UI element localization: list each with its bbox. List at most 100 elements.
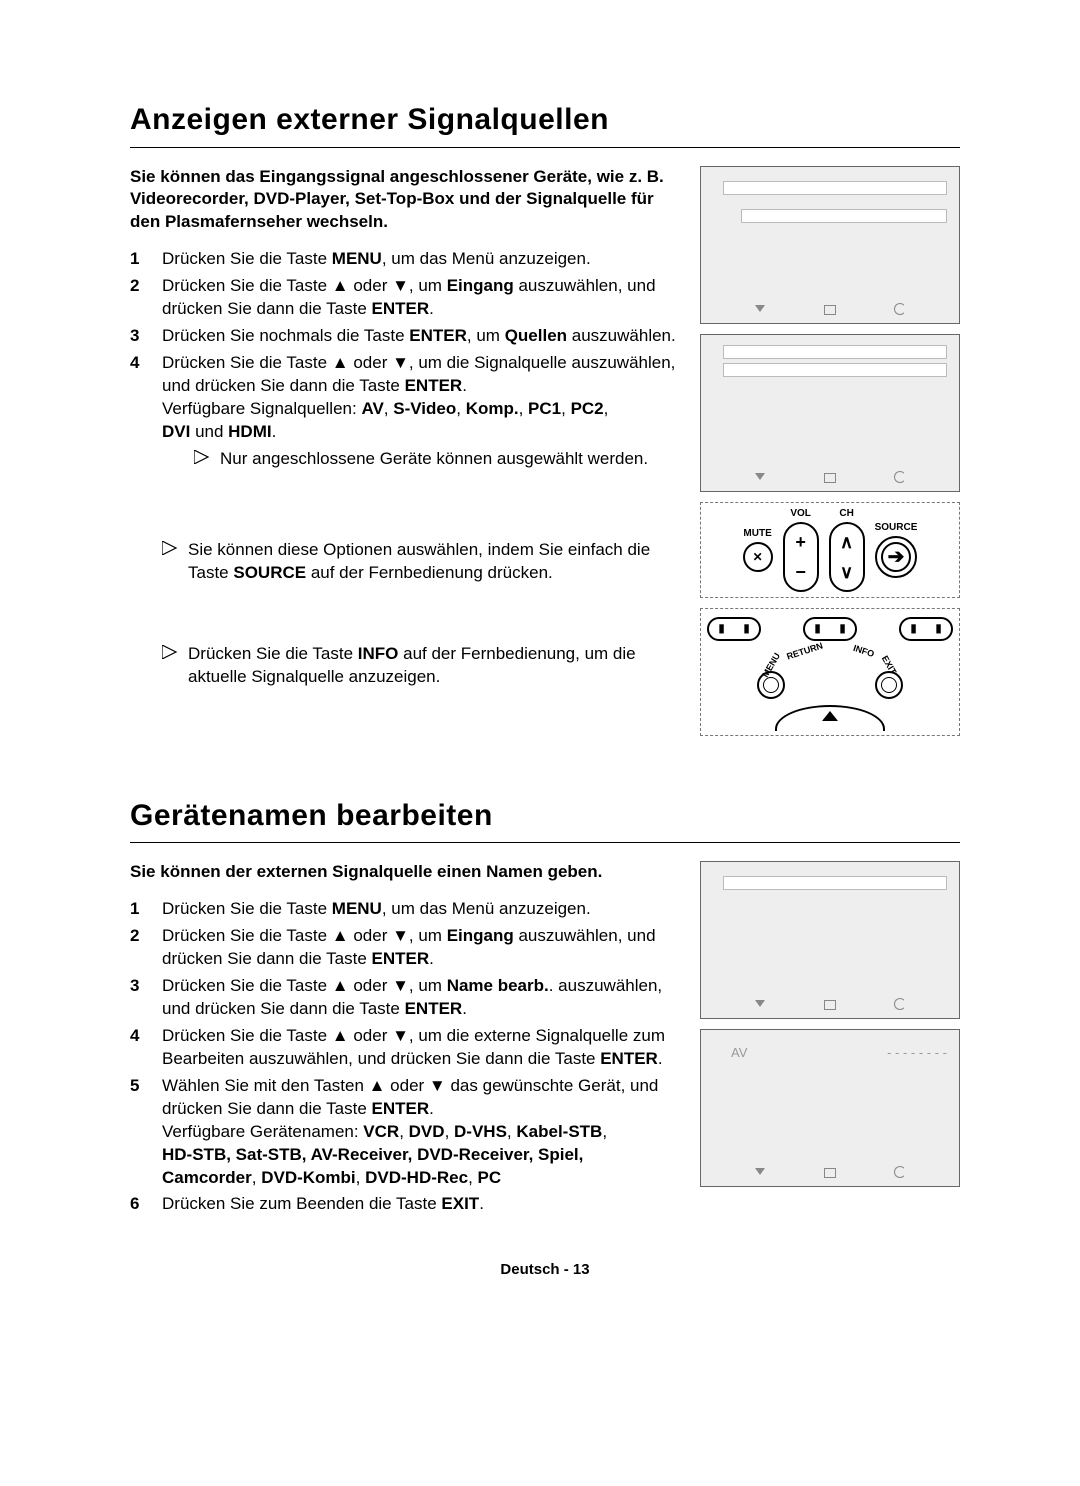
dpad bbox=[775, 705, 885, 731]
t: Drücken Sie die Taste ▲ oder ▼, um die e… bbox=[162, 1026, 665, 1068]
note-text: Nur angeschlossene Geräte können ausgewä… bbox=[220, 448, 648, 471]
t: Komp. bbox=[466, 399, 519, 418]
up-icon: ∧ bbox=[840, 530, 853, 554]
note-text: Sie können diese Optionen auswählen, ind… bbox=[188, 539, 678, 585]
t: ENTER bbox=[372, 299, 430, 318]
t: auszuwählen. bbox=[567, 326, 676, 345]
footer-lang: Deutsch - bbox=[500, 1261, 573, 1278]
t: S-Video bbox=[393, 399, 456, 418]
return-icon bbox=[892, 471, 908, 485]
note-arrow-icon bbox=[194, 450, 212, 464]
menu-row bbox=[723, 345, 947, 359]
t: Drücken Sie die Taste bbox=[162, 899, 332, 918]
menu-row bbox=[723, 876, 947, 890]
menu-row bbox=[741, 209, 947, 223]
t: , bbox=[604, 399, 609, 418]
t: . bbox=[462, 376, 467, 395]
t: . bbox=[272, 422, 277, 441]
source-label: SOURCE bbox=[875, 521, 918, 535]
t: ENTER bbox=[372, 949, 430, 968]
document-page: Anzeigen externer Signalquellen Sie könn… bbox=[0, 0, 1080, 1341]
t: DVD-HD-Rec bbox=[365, 1168, 468, 1187]
dash-label: - - - - - - - - bbox=[887, 1044, 947, 1062]
t: Drücken Sie nochmals die Taste bbox=[162, 326, 409, 345]
section1-steps: 1 Drücken Sie die Taste MENU, um das Men… bbox=[130, 248, 678, 474]
enter-icon bbox=[822, 998, 838, 1012]
t: , bbox=[468, 1168, 477, 1187]
section2-row: Sie können der externen Signalquelle ein… bbox=[130, 861, 960, 1220]
section2-images: AV - - - - - - - - bbox=[700, 861, 960, 1220]
t: und bbox=[190, 422, 228, 441]
t: auf der Fernbedienung drücken. bbox=[306, 563, 553, 582]
t: , bbox=[507, 1122, 516, 1141]
t: Drücken Sie die Taste bbox=[188, 644, 358, 663]
step-num: 2 bbox=[130, 275, 162, 321]
t: Eingang bbox=[447, 926, 514, 945]
step-body: Wählen Sie mit den Tasten ▲ oder ▼ das g… bbox=[162, 1075, 678, 1190]
step-body: Drücken Sie die Taste ▲ oder ▼, um die e… bbox=[162, 1025, 678, 1071]
t: Drücken Sie die Taste ▲ oder ▼, um bbox=[162, 276, 447, 295]
t: Drücken Sie zum Beenden die Taste bbox=[162, 1194, 441, 1213]
t: ENTER bbox=[405, 999, 463, 1018]
section1-text: Sie können das Eingangssignal angeschlos… bbox=[130, 166, 678, 736]
t: . bbox=[658, 1049, 663, 1068]
t: . bbox=[429, 949, 434, 968]
t: DVI bbox=[162, 422, 190, 441]
remote-nav-panel: ▮▮ ▮▮ ▮▮ RETURN INFO MENU EXIT bbox=[700, 608, 960, 736]
oval-button: ▮▮ bbox=[707, 617, 761, 641]
note: Sie können diese Optionen auswählen, ind… bbox=[130, 539, 678, 585]
t: ENTER bbox=[405, 376, 463, 395]
channel-rocker: ∧∨ bbox=[829, 522, 865, 592]
source-button: ➔ bbox=[875, 536, 917, 578]
menu-row bbox=[723, 181, 947, 195]
return-icon bbox=[892, 1166, 908, 1180]
menu-iconbar bbox=[701, 992, 959, 1018]
t: ENTER bbox=[600, 1049, 658, 1068]
t: , bbox=[561, 399, 570, 418]
footer-page: 13 bbox=[573, 1261, 590, 1278]
return-icon bbox=[892, 998, 908, 1012]
t: , bbox=[356, 1168, 365, 1187]
t: , bbox=[384, 399, 393, 418]
t: , bbox=[445, 1122, 454, 1141]
step-num: 3 bbox=[130, 325, 162, 348]
step-body: Drücken Sie die Taste MENU, um das Menü … bbox=[162, 248, 678, 271]
t: EXIT bbox=[441, 1194, 479, 1213]
t: , bbox=[602, 1122, 607, 1141]
minus-icon: − bbox=[795, 560, 806, 584]
t: , bbox=[252, 1168, 261, 1187]
t: INFO bbox=[358, 644, 399, 663]
t: , bbox=[456, 399, 465, 418]
menu-screenshot bbox=[700, 861, 960, 1019]
t: ENTER bbox=[372, 1099, 430, 1118]
t: Drücken Sie die Taste ▲ oder ▼, um bbox=[162, 926, 447, 945]
step-num: 5 bbox=[130, 1075, 162, 1190]
t: DVD bbox=[409, 1122, 445, 1141]
step-num: 6 bbox=[130, 1193, 162, 1216]
move-icon bbox=[752, 471, 768, 485]
step-body: Drücken Sie nochmals die Taste ENTER, um… bbox=[162, 325, 678, 348]
section1-intro: Sie können das Eingangssignal angeschlos… bbox=[130, 166, 678, 235]
return-icon bbox=[892, 303, 908, 317]
note-text: Drücken Sie die Taste INFO auf der Fernb… bbox=[188, 643, 678, 689]
section2-intro: Sie können der externen Signalquelle ein… bbox=[130, 861, 678, 884]
oval-button: ▮▮ bbox=[803, 617, 857, 641]
t: , bbox=[519, 399, 528, 418]
remote-source-panel: MUTE ✕ VOL +− CH ∧∨ SOURCE ➔ bbox=[700, 502, 960, 598]
menu-iconbar bbox=[701, 465, 959, 491]
t: . bbox=[429, 299, 434, 318]
step-num: 1 bbox=[130, 898, 162, 921]
oval-button: ▮▮ bbox=[899, 617, 953, 641]
menu-row bbox=[723, 363, 947, 377]
menu-iconbar bbox=[701, 297, 959, 323]
t: PC bbox=[478, 1168, 502, 1187]
menu-av-line: AV - - - - - - - - bbox=[731, 1044, 947, 1062]
t: PC1 bbox=[528, 399, 561, 418]
mute-button: ✕ bbox=[743, 542, 773, 572]
section2-title: Gerätenamen bearbeiten bbox=[130, 796, 960, 844]
note-arrow-icon bbox=[162, 541, 180, 555]
t: . bbox=[429, 1099, 434, 1118]
note-arrow-icon bbox=[162, 645, 180, 659]
step-num: 4 bbox=[130, 352, 162, 475]
t: , um bbox=[467, 326, 505, 345]
